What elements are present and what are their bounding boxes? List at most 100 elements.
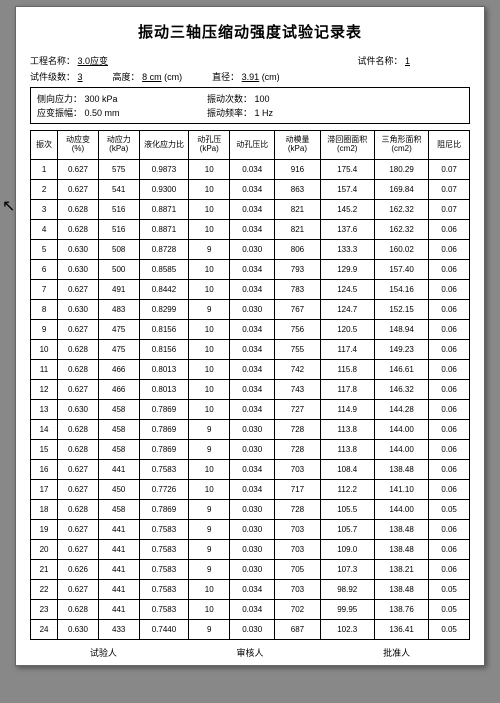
table-cell: 441: [98, 580, 139, 600]
cycles: 振动次数： 100: [207, 92, 270, 105]
table-cell: 441: [98, 560, 139, 580]
table-row: 240.6304330.744090.030687102.3136.410.05: [31, 620, 470, 640]
table-cell: 0.8299: [139, 300, 189, 320]
table-header-cell: 动模量(kPa): [275, 131, 320, 160]
table-cell: 1: [31, 160, 58, 180]
table-cell: 441: [98, 600, 139, 620]
table-cell: 0.05: [429, 600, 470, 620]
table-row: 170.6274500.7726100.034717112.2141.100.0…: [31, 480, 470, 500]
data-table: 振次动应变(%)动应力(kPa)液化应力比动孔压(kPa)动孔压比动模量(kPa…: [30, 130, 470, 640]
table-cell: 21: [31, 560, 58, 580]
table-cell: 0.034: [230, 600, 275, 620]
table-cell: 0.8156: [139, 340, 189, 360]
table-cell: 0.034: [230, 580, 275, 600]
table-cell: 0.628: [58, 340, 99, 360]
table-cell: 727: [275, 400, 320, 420]
table-cell: 441: [98, 540, 139, 560]
table-cell: 10: [189, 360, 230, 380]
count-label: 试件级数：: [30, 72, 75, 82]
table-cell: 0.627: [58, 520, 99, 540]
table-cell: 783: [275, 280, 320, 300]
table-cell: 767: [275, 300, 320, 320]
table-cell: 0.06: [429, 220, 470, 240]
table-row: 70.6274910.8442100.034783124.5154.160.06: [31, 280, 470, 300]
table-cell: 0.7583: [139, 460, 189, 480]
table-header-row: 振次动应变(%)动应力(kPa)液化应力比动孔压(kPa)动孔压比动模量(kPa…: [31, 131, 470, 160]
table-cell: 169.84: [374, 180, 428, 200]
table-cell: 703: [275, 460, 320, 480]
side-label: 侧向应力：: [37, 94, 82, 104]
table-cell: 0.05: [429, 500, 470, 520]
table-cell: 2: [31, 180, 58, 200]
table-cell: 0.034: [230, 280, 275, 300]
table-cell: 0.05: [429, 620, 470, 640]
table-cell: 148.94: [374, 320, 428, 340]
frequency: 振动频率： 1 Hz: [207, 106, 273, 119]
table-cell: 0.06: [429, 520, 470, 540]
table-header-cell: 三角形面积(cm2): [374, 131, 428, 160]
table-cell: 0.627: [58, 460, 99, 480]
table-cell: 466: [98, 380, 139, 400]
table-cell: 0.627: [58, 160, 99, 180]
table-cell: 10: [189, 580, 230, 600]
table-cell: 138.48: [374, 540, 428, 560]
freq-value: 1 Hz: [255, 108, 274, 118]
table-cell: 113.8: [320, 420, 374, 440]
cycles-value: 100: [255, 94, 270, 104]
table-cell: 728: [275, 440, 320, 460]
spec-value: 1: [405, 56, 410, 66]
table-cell: 0.06: [429, 360, 470, 380]
table-cell: 154.16: [374, 280, 428, 300]
table-cell: 109.0: [320, 540, 374, 560]
table-header-cell: 动孔压比: [230, 131, 275, 160]
table-cell: 441: [98, 460, 139, 480]
table-cell: 141.10: [374, 480, 428, 500]
table-cell: 0.030: [230, 560, 275, 580]
diameter: 直径： 3.91 (cm): [212, 70, 280, 83]
table-cell: 7: [31, 280, 58, 300]
table-cell: 113.8: [320, 440, 374, 460]
table-cell: 0.8013: [139, 380, 189, 400]
table-row: 60.6305000.8585100.034793129.9157.400.06: [31, 260, 470, 280]
table-cell: 0.034: [230, 460, 275, 480]
table-cell: 9: [31, 320, 58, 340]
table-cell: 8: [31, 300, 58, 320]
table-cell: 0.06: [429, 240, 470, 260]
table-cell: 145.2: [320, 200, 374, 220]
table-cell: 0.9300: [139, 180, 189, 200]
proj-label: 工程名称：: [30, 56, 75, 66]
diam-label: 直径：: [212, 72, 239, 82]
table-cell: 146.32: [374, 380, 428, 400]
table-cell: 756: [275, 320, 320, 340]
table-cell: 0.630: [58, 260, 99, 280]
table-cell: 0.8156: [139, 320, 189, 340]
table-cell: 0.034: [230, 380, 275, 400]
table-row: 140.6284580.786990.030728113.8144.000.06: [31, 420, 470, 440]
table-cell: 0.06: [429, 300, 470, 320]
table-cell: 0.030: [230, 500, 275, 520]
table-cell: 0.034: [230, 220, 275, 240]
count: 试件级数： 3: [30, 70, 83, 83]
cycles-label: 振动次数：: [207, 94, 252, 104]
table-cell: 516: [98, 200, 139, 220]
table-cell: 687: [275, 620, 320, 640]
table-row: 210.6264410.758390.030705107.3138.210.06: [31, 560, 470, 580]
table-cell: 112.2: [320, 480, 374, 500]
amplitude: 应变振幅： 0.50 mm: [37, 106, 177, 119]
table-cell: 22: [31, 580, 58, 600]
table-cell: 114.9: [320, 400, 374, 420]
table-cell: 10: [189, 600, 230, 620]
table-cell: 149.23: [374, 340, 428, 360]
table-cell: 24: [31, 620, 58, 640]
table-cell: 9: [189, 620, 230, 640]
table-cell: 9: [189, 560, 230, 580]
table-cell: 14: [31, 420, 58, 440]
table-cell: 0.627: [58, 380, 99, 400]
table-cell: 10: [189, 260, 230, 280]
table-cell: 9: [189, 240, 230, 260]
table-cell: 703: [275, 540, 320, 560]
table-cell: 516: [98, 220, 139, 240]
table-cell: 0.034: [230, 160, 275, 180]
table-cell: 120.5: [320, 320, 374, 340]
table-cell: 0.627: [58, 540, 99, 560]
